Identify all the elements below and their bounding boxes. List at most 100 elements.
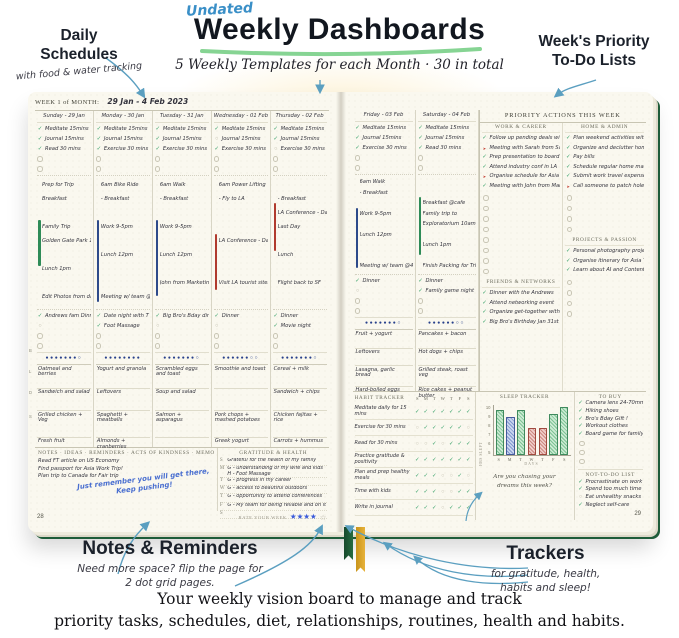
sleep-tracker-panel[interactable]: SLEEP TRACKER HRS SLEPT 10 9 8 7 6 5 (476, 392, 575, 520)
schedule-area[interactable]: - Breakfast LA Conference - Day 2 Last D… (272, 176, 327, 310)
empty-habit-row[interactable] (354, 163, 413, 173)
empty-checklist-rows[interactable] (482, 191, 561, 278)
to-buy-item[interactable]: ✓ Hiking shoes (578, 408, 644, 416)
not-to-do-item[interactable]: ✓Spend too much time on social media (578, 486, 643, 494)
meal-breakfast[interactable]: Smoothie and toast (213, 365, 268, 389)
meal-snack[interactable]: Almonds + cranberries (96, 438, 127, 450)
priority-item[interactable]: ➤Meeting with Sarah from Sales (482, 144, 561, 154)
priority-item[interactable]: ✓Schedule regular home maintenance (565, 163, 644, 173)
meal-breakfast[interactable]: Fruit + yogurt (354, 330, 413, 349)
empty-habit-row[interactable] (213, 164, 268, 174)
habit-item[interactable]: ✓ Read 30 mins (37, 146, 81, 152)
water-tracker[interactable]: ●●●●●●●○ (272, 353, 327, 365)
meal-lunch[interactable]: Leftovers (354, 349, 413, 366)
empty-habit-row[interactable] (95, 164, 150, 174)
empty-row[interactable] (417, 306, 476, 316)
evening-item[interactable]: ○ (214, 321, 268, 331)
rating-star-empty[interactable]: ☆ (319, 512, 327, 522)
empty-row[interactable] (154, 341, 209, 351)
schedule-area[interactable]: 6am Bike Ride - Breakfast Work 9-5pm Lun… (95, 176, 150, 310)
meal-lunch[interactable]: Hot dogs + chips (417, 349, 476, 366)
empty-habit-row[interactable] (213, 154, 268, 164)
empty-row[interactable] (37, 341, 91, 351)
schedule-area[interactable]: 6am Power Lifting - Fly to LA LA Confere… (213, 176, 268, 310)
empty-habit-row[interactable] (95, 154, 150, 164)
priority-item[interactable]: ✓ Personal photography project (565, 247, 644, 257)
empty-row[interactable] (272, 341, 327, 351)
empty-checklist-rows[interactable] (565, 276, 644, 321)
water-tracker[interactable]: ●●●●●●○○ (417, 318, 476, 330)
meal-breakfast[interactable]: Scrambled eggs and toast (154, 365, 209, 389)
habit-item[interactable]: ✓ Meditate 15mins (96, 126, 148, 132)
empty-row[interactable] (213, 341, 268, 351)
empty-checklist-rows[interactable] (565, 191, 644, 236)
priority-item[interactable]: ✓ Pay bills (565, 153, 644, 163)
habit-item[interactable]: ✓ Read 30 mins (418, 145, 462, 151)
meal-dinner[interactable]: Salmon + asparagus (154, 411, 209, 438)
empty-row[interactable] (95, 331, 150, 341)
meal-snack[interactable]: Carrots + hummus (273, 438, 323, 444)
schedule-area[interactable]: 6am Walk - Breakfast Work 9-5pm Lunch 12… (354, 175, 413, 275)
empty-habit-row[interactable] (37, 154, 91, 164)
evening-item[interactable]: ✓ Dinner (273, 313, 298, 319)
evening-item[interactable]: ○ (37, 321, 91, 331)
priority-item[interactable]: ✓Organize get-together with colleagues (482, 308, 560, 318)
meal-dinner[interactable]: Grilled chicken + Veg (37, 411, 91, 438)
habit-row[interactable]: Time with kids ✓ ✓ ✓ ○ ○ ✓ ✓ (354, 484, 473, 500)
habit-item[interactable]: ✓ Journal 15mins (418, 135, 465, 141)
priority-item[interactable]: ✓Follow up pending deals with partners (482, 134, 560, 144)
evening-item[interactable]: ✓ Family game night (418, 288, 475, 294)
priority-item[interactable]: ✓ Submit work travel expenses (565, 172, 644, 182)
priority-item[interactable]: ✓Prep presentation to board of directors (482, 153, 560, 163)
priority-item[interactable]: ✓ Attend networking event (482, 299, 561, 309)
not-to-do-item[interactable]: ○ Eat unhealthy snacks (578, 494, 644, 502)
meal-breakfast[interactable]: Yogurt and granola (95, 365, 150, 389)
priority-item[interactable]: ➤Organise schedule for Asia Work Trip (482, 172, 561, 182)
empty-habit-row[interactable] (154, 154, 209, 164)
evening-item[interactable]: ✓Andrews fam Dinner (37, 313, 91, 319)
priority-item[interactable]: ✓ Attend industry conf in LA (482, 163, 561, 173)
schedule-area[interactable]: Prep for Trip Breakfast Family Trip Gold… (37, 176, 91, 310)
evening-item[interactable]: ○ (355, 286, 413, 296)
priority-item[interactable]: ➤Call someone to patch hole in Roof (565, 182, 644, 192)
empty-checklist-rows[interactable] (578, 439, 644, 467)
meal-dinner[interactable]: Chicken fajitas + rice (272, 411, 327, 438)
empty-row[interactable] (272, 331, 327, 341)
empty-habit-row[interactable] (417, 153, 476, 163)
meal-breakfast[interactable]: Cereal + milk (272, 365, 327, 389)
empty-row[interactable] (213, 331, 268, 341)
to-buy-item[interactable]: ✓ Workout clothes (578, 423, 644, 431)
evening-item[interactable]: ✓ Movie night (273, 323, 311, 329)
habit-row[interactable]: Plan and prep healthy meals ✓ ✓ ✓ ○ ○ ✓ ○ (354, 468, 473, 484)
priority-item[interactable]: ✓ Big Bro's Birthday Jan 31st (482, 318, 561, 328)
empty-row[interactable] (37, 331, 91, 341)
not-to-do-item[interactable]: ✓Procrastinate on work tasks (578, 479, 643, 487)
week-dates[interactable]: 29 Jan - 4 Feb 2023 (107, 97, 189, 106)
habit-item[interactable]: ✓ Meditate 15mins (214, 126, 266, 132)
habit-item[interactable]: ✓ Exercise 30 mins (355, 145, 407, 151)
water-tracker[interactable]: ●●●●●●●○ (37, 353, 91, 365)
habit-row[interactable]: Meditate daily for 15 mins ✓ ✓ ✓ ✓ ✓ ✓ ✓ (354, 404, 473, 420)
meal-snack[interactable]: Fresh fruit (38, 438, 65, 444)
habit-item[interactable]: ✓ Journal 15mins (37, 136, 84, 142)
habit-item[interactable]: ✓ Journal 15mins (155, 136, 202, 142)
water-tracker[interactable]: ●●●●●●●○ (154, 353, 209, 365)
habit-item[interactable]: ✓ Meditate 15mins (37, 126, 89, 132)
priority-item[interactable]: ✓Organize and declutter home office (565, 144, 644, 154)
evening-item[interactable]: ✓ Dinner (418, 278, 443, 284)
meal-dinner[interactable]: Lasagna, garlic bread (354, 366, 413, 387)
empty-row[interactable] (417, 296, 476, 306)
notes-panel[interactable]: NOTES · IDEAS · REMINDERS · ACTS OF KIND… (35, 448, 218, 511)
evening-item[interactable]: ✓ Date night with T (96, 313, 149, 319)
water-tracker[interactable]: ●●●●●●○○ (213, 353, 268, 365)
empty-habit-row[interactable] (272, 164, 327, 174)
water-tracker[interactable]: ●●●●●●●● (95, 353, 150, 365)
not-to-do-item[interactable]: ✓ Neglect self-care (578, 502, 644, 510)
to-buy-item[interactable]: ✓Camera lens 24-70mm f2.8 (578, 400, 643, 408)
empty-habit-row[interactable] (354, 153, 413, 163)
meal-lunch[interactable]: Soup and salad (154, 389, 209, 411)
habit-item[interactable]: ○ Exercise 30 mins (273, 146, 325, 152)
evening-item[interactable]: ✓Big Bro's Bday dinner (155, 313, 209, 319)
to-buy-item[interactable]: ✓ Bro's Bday Gift ! (578, 416, 644, 424)
